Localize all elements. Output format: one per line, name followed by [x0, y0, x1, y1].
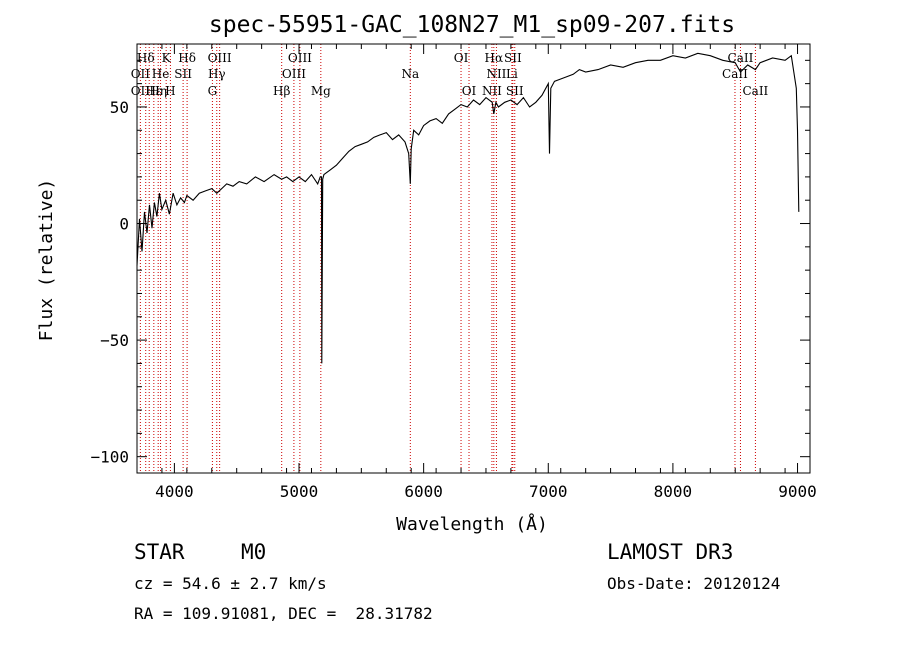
line-label: CaII	[728, 51, 754, 65]
spectrum-series-line	[136, 52, 800, 364]
redshift-velocity: cz = 54.6 ± 2.7 km/s	[134, 574, 327, 593]
line-label: NII	[482, 84, 502, 98]
x-axis-label: Wavelength (Å)	[396, 513, 548, 535]
line-label: H	[165, 84, 175, 98]
subclass: M0	[241, 540, 267, 564]
line-label: K	[162, 51, 172, 65]
line-label: G	[208, 84, 218, 98]
axes: 4000 5000 6000 7000 8000 9000 −100 −50 0 50	[90, 44, 817, 501]
y-tick-label: −100	[90, 448, 129, 467]
line-label: OI	[462, 84, 477, 98]
line-label: CaII	[742, 84, 768, 98]
observation-date: Obs-Date: 20120124	[607, 574, 781, 593]
line-label: SII	[174, 67, 192, 81]
plot-frame	[136, 43, 811, 474]
coordinates: RA = 109.91081, DEC = 28.31782	[134, 604, 433, 623]
y-axis-label: Flux (relative)	[36, 179, 57, 342]
line-label: Li	[506, 67, 518, 81]
y-tick-label: −50	[100, 331, 129, 350]
line-label: Hγ	[208, 67, 226, 81]
line-label: Hη	[149, 84, 167, 98]
line-label: OII	[131, 84, 151, 98]
line-label: OIII	[288, 51, 312, 65]
line-label: Hα	[485, 51, 504, 65]
x-tick-label: 8000	[654, 482, 693, 501]
line-label: SII	[506, 84, 524, 98]
line-label: OIII	[282, 67, 306, 81]
survey-name: LAMOST DR3	[607, 540, 734, 564]
line-label: Hδ	[137, 51, 155, 65]
line-label: Hε	[145, 84, 162, 98]
line-label: NII	[486, 67, 506, 81]
x-tick-label: 7000	[529, 482, 568, 501]
object-class: STAR	[134, 540, 185, 564]
line-label: Hδ	[178, 51, 196, 65]
line-label: OII	[131, 67, 151, 81]
y-tick-label: 0	[119, 215, 129, 234]
chart-title: spec-55951-GAC_108N27_M1_sp09-207.fits	[209, 12, 735, 38]
line-label: SII	[504, 51, 522, 65]
spectral-line-markers	[139, 44, 756, 473]
line-label: Na	[401, 67, 419, 81]
line-label: Mg	[311, 84, 331, 98]
line-label: Hβ	[273, 84, 290, 98]
y-tick-label: 50	[110, 98, 129, 117]
x-tick-label: 6000	[404, 482, 443, 501]
line-label: OI	[454, 51, 469, 65]
line-label: He	[152, 67, 170, 81]
x-tick-label: 9000	[778, 482, 817, 501]
x-tick-label: 5000	[280, 482, 319, 501]
x-tick-label: 4000	[155, 482, 194, 501]
line-label: OIII	[208, 51, 232, 65]
